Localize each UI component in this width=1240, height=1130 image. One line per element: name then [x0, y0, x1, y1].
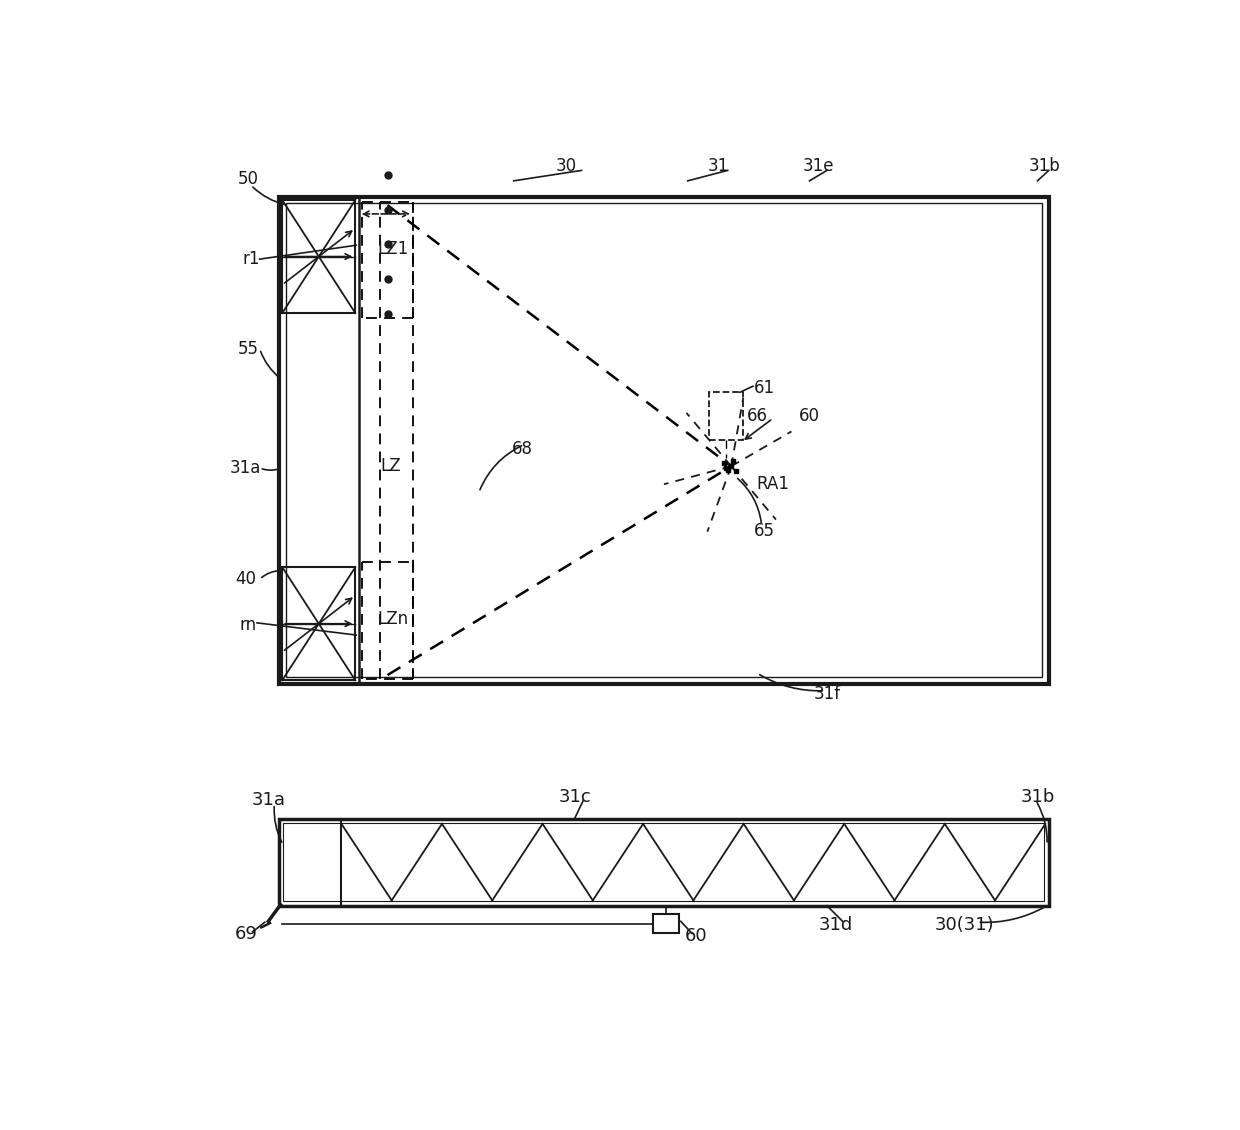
Text: 30: 30 — [556, 157, 577, 175]
Bar — [283, 200, 356, 313]
Text: 69: 69 — [234, 925, 257, 944]
Text: 31e: 31e — [802, 157, 835, 175]
Text: 31c: 31c — [558, 788, 591, 806]
Text: 30(31): 30(31) — [935, 915, 994, 933]
Text: 31b: 31b — [1028, 157, 1060, 175]
Bar — [279, 818, 1049, 905]
Bar — [653, 914, 680, 933]
Text: 50: 50 — [238, 171, 259, 188]
Text: 66: 66 — [746, 407, 768, 425]
Text: rn: rn — [239, 616, 257, 634]
Bar — [279, 197, 358, 684]
Text: RA1: RA1 — [756, 475, 790, 493]
Text: 60: 60 — [684, 927, 708, 945]
Text: 31b: 31b — [1021, 788, 1055, 806]
Text: LZn: LZn — [377, 609, 408, 627]
Text: 68: 68 — [512, 440, 533, 458]
Text: 55: 55 — [238, 340, 259, 358]
Text: 60: 60 — [799, 407, 820, 425]
Text: LZ1: LZ1 — [377, 240, 408, 258]
Text: 61: 61 — [754, 379, 775, 397]
Bar — [283, 567, 356, 680]
Text: 65: 65 — [754, 522, 775, 540]
Text: 31a: 31a — [252, 791, 285, 809]
Text: 31f: 31f — [813, 685, 841, 703]
Bar — [283, 823, 1044, 902]
Text: LZ: LZ — [381, 458, 402, 476]
Bar — [279, 197, 1049, 684]
Text: 40: 40 — [236, 571, 257, 589]
Text: r1: r1 — [242, 250, 259, 268]
Text: 31d: 31d — [818, 915, 853, 933]
Text: 31a: 31a — [229, 459, 262, 477]
Bar — [709, 392, 743, 440]
Bar — [285, 203, 1042, 677]
Text: 31: 31 — [708, 157, 729, 175]
